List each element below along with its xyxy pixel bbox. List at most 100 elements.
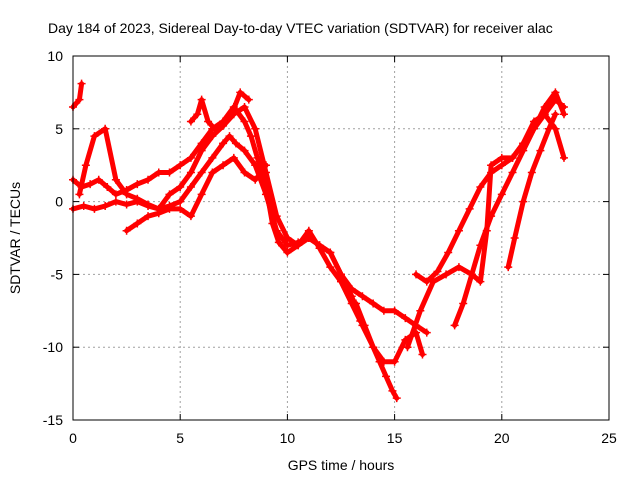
data-point-marker <box>133 180 142 189</box>
data-point-marker <box>154 168 163 177</box>
data-point-marker <box>382 372 391 381</box>
data-point-marker <box>390 357 399 366</box>
data-point-marker <box>442 270 451 279</box>
x-tick-label: 5 <box>176 430 184 446</box>
data-point-marker <box>467 270 476 279</box>
data-point-marker <box>204 117 213 126</box>
data-point-marker <box>165 204 174 213</box>
data-point-marker <box>133 197 142 206</box>
data-point-marker <box>144 201 153 210</box>
data-point-marker <box>559 102 568 111</box>
data-point-marker <box>504 263 513 272</box>
data-point-marker <box>487 161 496 170</box>
data-point-marker <box>176 161 185 170</box>
y-tick-label: -15 <box>43 412 63 428</box>
series-track-2 <box>69 102 365 325</box>
data-point-marker <box>315 241 324 250</box>
data-point-marker <box>176 183 185 192</box>
data-point-marker <box>186 153 195 162</box>
data-point-marker <box>401 314 410 323</box>
data-point-marker <box>219 161 228 170</box>
data-point-marker <box>176 197 185 206</box>
data-point-marker <box>144 175 153 184</box>
data-point-marker <box>326 263 335 272</box>
x-tick-label: 0 <box>69 430 77 446</box>
data-point-marker <box>240 146 249 155</box>
data-point-marker <box>208 132 217 141</box>
data-point-marker <box>418 350 427 359</box>
data-point-marker <box>154 209 163 218</box>
y-tick-label: 0 <box>55 194 63 210</box>
data-point-marker <box>246 132 255 141</box>
data-point-marker <box>251 124 260 133</box>
data-point-marker <box>197 190 206 199</box>
data-point-marker <box>347 284 356 293</box>
series-track-11 <box>504 110 560 272</box>
data-point-marker <box>186 212 195 221</box>
data-point-marker <box>551 88 560 97</box>
data-point-marker <box>519 197 528 206</box>
data-point-marker <box>77 79 86 88</box>
data-point-marker <box>186 117 195 126</box>
data-point-marker <box>111 197 120 206</box>
data-point-marker <box>186 168 195 177</box>
data-point-marker <box>227 110 236 119</box>
data-point-marker <box>257 168 266 177</box>
data-point-marker <box>379 306 388 315</box>
y-tick-label: 10 <box>47 48 63 64</box>
data-point-marker <box>450 321 459 330</box>
data-point-marker <box>536 146 545 155</box>
x-tick-label: 25 <box>601 430 617 446</box>
data-point-marker <box>240 102 249 111</box>
series-track-1 <box>69 79 86 111</box>
data-point-marker <box>347 292 356 301</box>
data-point-marker <box>304 234 313 242</box>
data-point-marker <box>433 267 442 276</box>
data-point-marker <box>390 306 399 315</box>
data-point-marker <box>244 95 253 104</box>
data-point-marker <box>101 124 110 133</box>
series-track-8 <box>403 88 568 352</box>
data-point-marker <box>193 110 202 119</box>
axis-ticks <box>72 55 610 421</box>
data-point-marker <box>508 168 517 177</box>
data-point-marker <box>459 299 468 308</box>
x-axis-label: GPS time / hours <box>288 457 395 473</box>
data-point-marker <box>90 132 99 141</box>
x-tick-label: 15 <box>387 430 403 446</box>
series-line <box>70 104 363 324</box>
data-point-marker <box>272 226 281 235</box>
x-tick-labels: 0 5 10 15 20 25 <box>69 430 617 446</box>
x-tick-label: 20 <box>494 430 510 446</box>
data-point-marker <box>240 168 249 177</box>
data-point-marker <box>210 124 219 133</box>
data-point-marker <box>176 204 185 213</box>
data-point-marker <box>551 95 560 104</box>
data-point-marker <box>559 110 568 119</box>
data-point-marker <box>133 219 142 228</box>
data-point-marker <box>144 212 153 221</box>
data-point-marker <box>352 299 361 308</box>
data-point-marker <box>544 124 553 133</box>
series-line <box>353 301 400 401</box>
data-point-marker <box>283 241 292 250</box>
data-point-marker <box>208 168 217 177</box>
data-point-marker <box>403 343 412 352</box>
data-point-marker <box>236 88 245 97</box>
data-point-marker <box>497 161 506 170</box>
data-point-marker <box>337 270 345 279</box>
data-point-marker <box>261 190 270 199</box>
data-point-marker <box>508 153 517 162</box>
data-point-marker <box>197 95 206 104</box>
data-point-marker <box>229 153 238 162</box>
data-point-marker <box>422 277 431 286</box>
data-point-marker <box>416 306 425 315</box>
data-point-marker <box>476 183 485 192</box>
data-point-marker <box>86 180 95 189</box>
data-point-marker <box>369 343 378 352</box>
series-track-5 <box>122 153 270 235</box>
y-tick-labels: -15 -10 -5 0 5 10 <box>43 48 63 428</box>
data-point-marker <box>165 168 174 177</box>
plot-frame <box>72 55 610 421</box>
